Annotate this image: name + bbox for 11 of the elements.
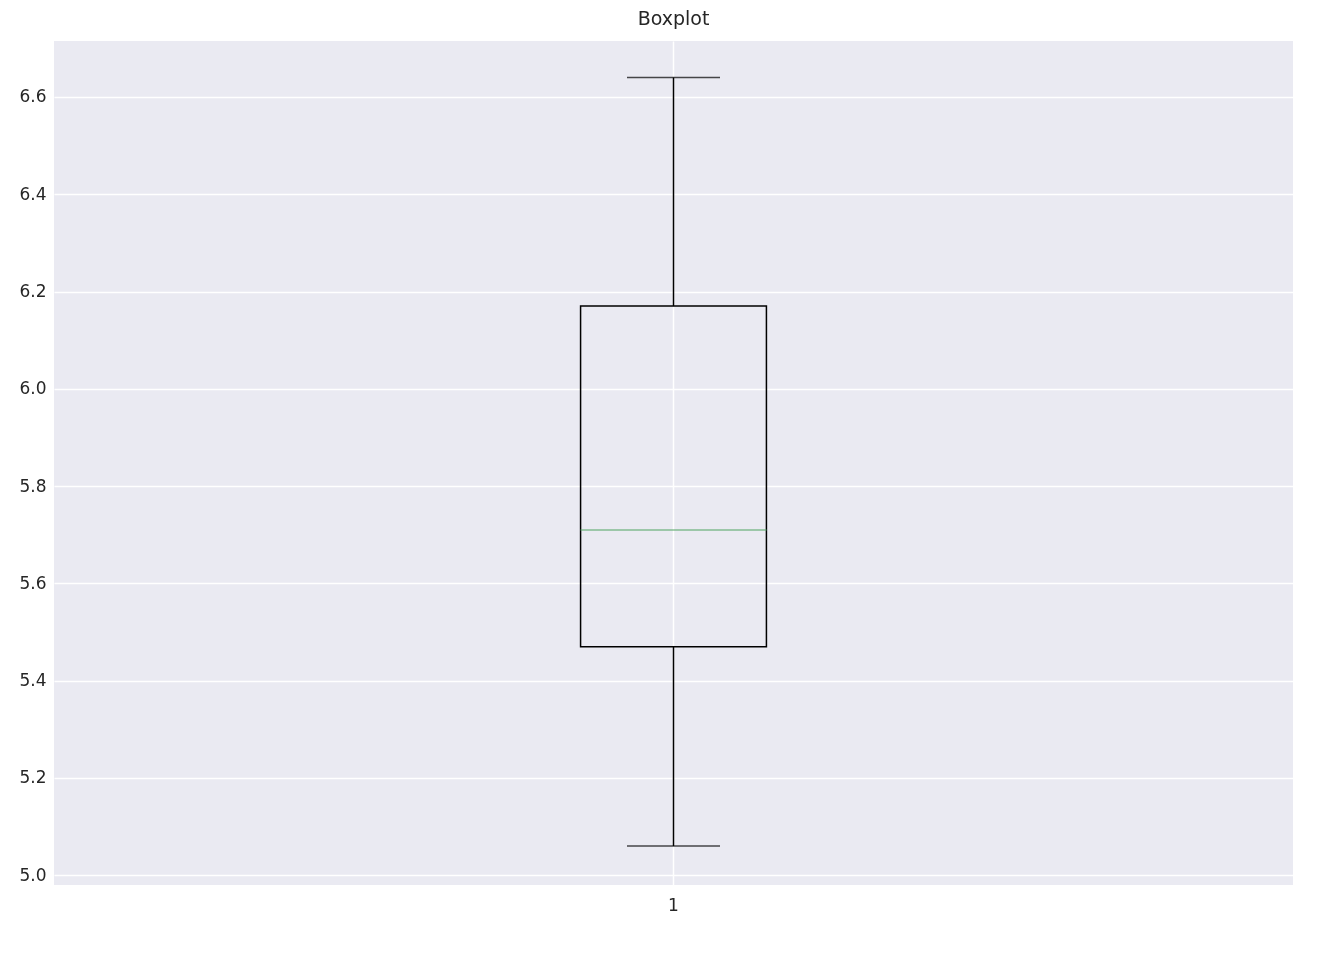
y-tick-label: 6.2 [19,281,47,302]
y-tick-label: 5.8 [19,475,47,496]
y-tick-label: 6.6 [19,86,47,107]
y-tick-label: 6.4 [19,183,47,204]
chart-title: Boxplot [637,7,710,29]
y-tick-label: 5.6 [19,572,47,593]
y-tick-label: 5.0 [19,864,47,885]
y-tick-label: 5.2 [19,767,47,788]
y-tick-label: 6.0 [19,378,47,399]
x-tick-label: 1 [668,894,679,915]
y-tick-label: 5.4 [19,670,47,691]
